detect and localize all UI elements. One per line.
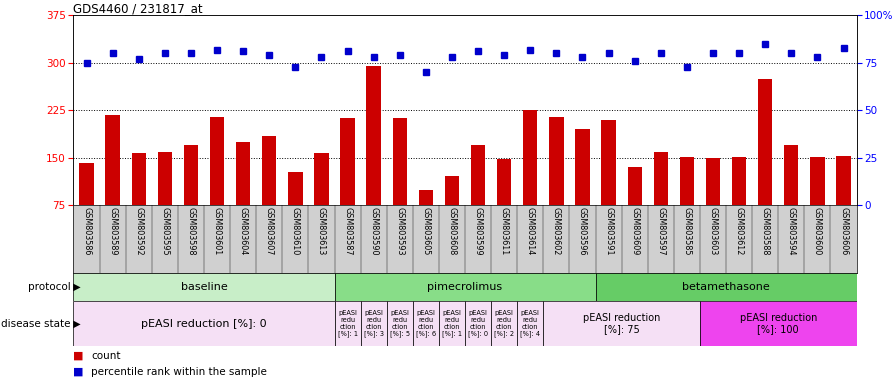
Text: GDS4460 / 231817_at: GDS4460 / 231817_at (73, 2, 203, 15)
Text: pEASI
redu
ction
[%]: 1: pEASI redu ction [%]: 1 (338, 310, 358, 338)
Bar (465, 301, 491, 346)
Bar (418, 190, 433, 253)
Bar (392, 118, 407, 253)
Text: GSM803594: GSM803594 (787, 207, 796, 256)
Text: ■: ■ (73, 367, 84, 377)
Text: GSM803590: GSM803590 (369, 207, 378, 256)
Text: GSM803604: GSM803604 (238, 207, 247, 256)
Bar (706, 158, 720, 253)
Text: GSM803610: GSM803610 (291, 207, 300, 256)
Bar (289, 172, 303, 253)
Text: pEASI reduction
[%]: 75: pEASI reduction [%]: 75 (583, 313, 660, 334)
Text: GSM803612: GSM803612 (735, 207, 744, 256)
Bar (210, 117, 224, 253)
Bar (439, 301, 465, 346)
Bar (236, 142, 250, 253)
Bar (784, 145, 798, 253)
Text: ▶: ▶ (70, 318, 81, 329)
Bar (387, 301, 413, 346)
Text: GSM803588: GSM803588 (761, 207, 770, 256)
Text: disease state: disease state (1, 318, 71, 329)
Bar (543, 301, 700, 346)
Bar (80, 163, 94, 253)
Bar (497, 159, 512, 253)
Bar (549, 117, 564, 253)
Text: GSM803605: GSM803605 (421, 207, 430, 256)
Bar (334, 301, 360, 346)
Text: GSM803595: GSM803595 (160, 207, 169, 256)
Text: betamethasone: betamethasone (682, 282, 770, 292)
Text: pEASI
redu
ction
[%]: 4: pEASI redu ction [%]: 4 (521, 310, 540, 338)
Text: GSM803602: GSM803602 (552, 207, 561, 256)
Bar (732, 157, 746, 253)
Text: count: count (91, 351, 121, 361)
Text: GSM803597: GSM803597 (656, 207, 666, 256)
Text: GSM803586: GSM803586 (82, 207, 91, 256)
Text: GSM803603: GSM803603 (709, 207, 718, 256)
Text: pimecrolimus: pimecrolimus (427, 282, 503, 292)
Text: pEASI
redu
ction
[%]: 5: pEASI redu ction [%]: 5 (390, 310, 409, 338)
Bar (314, 153, 329, 253)
Bar (444, 175, 459, 253)
Bar (184, 145, 198, 253)
Bar (132, 154, 146, 253)
Bar (158, 152, 172, 253)
Text: ■: ■ (73, 351, 84, 361)
Bar (366, 66, 381, 253)
Text: ▶: ▶ (70, 282, 81, 292)
Text: GSM803601: GSM803601 (212, 207, 221, 256)
Text: GSM803599: GSM803599 (474, 207, 483, 256)
Text: percentile rank within the sample: percentile rank within the sample (91, 367, 267, 377)
Bar (73, 301, 334, 346)
Text: pEASI
redu
ction
[%]: 3: pEASI redu ction [%]: 3 (364, 310, 383, 338)
Bar (491, 301, 517, 346)
Text: protocol: protocol (28, 282, 71, 292)
Text: GSM803613: GSM803613 (317, 207, 326, 256)
Bar (836, 156, 850, 253)
Text: GSM803608: GSM803608 (447, 207, 456, 256)
Bar (700, 301, 857, 346)
Bar (680, 157, 694, 253)
Bar (523, 111, 538, 253)
Text: GSM803589: GSM803589 (108, 207, 117, 256)
Text: GSM803591: GSM803591 (604, 207, 613, 256)
Bar (653, 152, 668, 253)
Text: GSM803606: GSM803606 (839, 207, 848, 256)
Text: pEASI reduction
[%]: 100: pEASI reduction [%]: 100 (739, 313, 817, 334)
Text: GSM803614: GSM803614 (526, 207, 535, 256)
Bar (575, 129, 590, 253)
Text: pEASI reduction [%]: 0: pEASI reduction [%]: 0 (142, 318, 267, 329)
Text: pEASI
redu
ction
[%]: 6: pEASI redu ction [%]: 6 (416, 310, 436, 338)
Text: GSM803611: GSM803611 (500, 207, 509, 256)
Text: GSM803587: GSM803587 (343, 207, 352, 256)
Bar (596, 273, 857, 301)
Bar (471, 145, 486, 253)
Bar (517, 301, 543, 346)
Text: GSM803598: GSM803598 (186, 207, 195, 256)
Bar (413, 301, 439, 346)
Bar (262, 136, 277, 253)
Text: GSM803600: GSM803600 (813, 207, 822, 256)
Bar (627, 167, 642, 253)
Bar (758, 79, 772, 253)
Bar (340, 118, 355, 253)
Bar (360, 301, 387, 346)
Text: GSM803607: GSM803607 (264, 207, 274, 256)
Text: pEASI
redu
ction
[%]: 0: pEASI redu ction [%]: 0 (468, 310, 488, 338)
Text: GSM803593: GSM803593 (395, 207, 404, 256)
Bar (601, 120, 616, 253)
Text: GSM803596: GSM803596 (578, 207, 587, 256)
Text: GSM803609: GSM803609 (630, 207, 639, 256)
Text: GSM803585: GSM803585 (683, 207, 692, 256)
Text: pEASI
redu
ction
[%]: 1: pEASI redu ction [%]: 1 (442, 310, 462, 338)
Text: baseline: baseline (181, 282, 228, 292)
Text: pEASI
redu
ction
[%]: 2: pEASI redu ction [%]: 2 (494, 310, 514, 338)
Text: GSM803592: GSM803592 (134, 207, 143, 256)
Bar (73, 273, 334, 301)
Bar (810, 157, 824, 253)
Bar (106, 115, 120, 253)
Bar (334, 273, 596, 301)
